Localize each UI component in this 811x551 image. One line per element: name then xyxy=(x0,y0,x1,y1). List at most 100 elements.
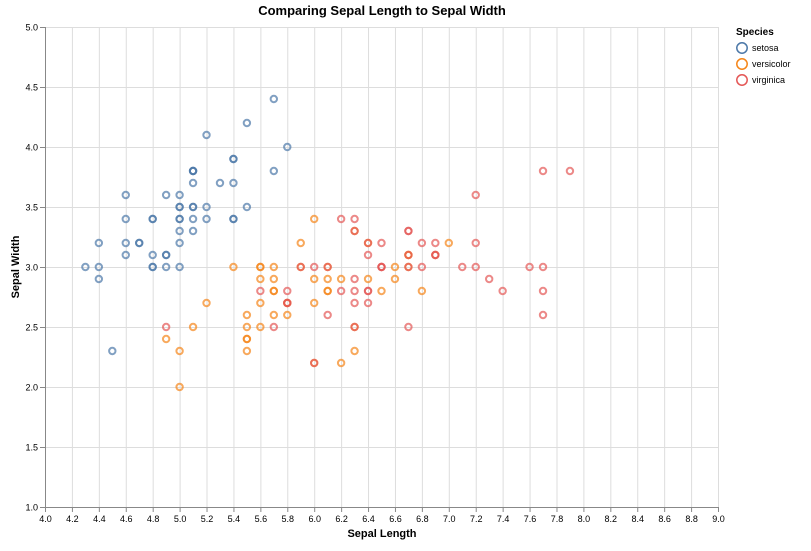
data-point-setosa xyxy=(175,238,184,248)
data-point-setosa xyxy=(188,226,198,236)
data-point-versicolor xyxy=(175,382,184,392)
data-point-versicolor xyxy=(242,310,252,320)
data-point-virginica xyxy=(283,286,292,296)
data-point-setosa xyxy=(242,202,252,212)
data-point-virginica xyxy=(161,322,171,332)
data-point-versicolor xyxy=(310,298,319,308)
x-tick-label: 4.2 xyxy=(66,514,79,524)
x-tick-label: 6.6 xyxy=(389,514,402,524)
data-point-versicolor xyxy=(256,298,265,308)
data-point-setosa xyxy=(121,190,130,200)
data-point-versicolor xyxy=(161,334,171,344)
legend-items[interactable]: setosa versicolor virginica xyxy=(736,42,791,86)
legend-label: setosa xyxy=(752,43,779,53)
x-tick-label: 5.4 xyxy=(228,514,241,524)
y-axis-ticks: 1.0 1.5 2.0 2.5 3.0 3.5 4.0 4.5 5.0 xyxy=(25,23,45,513)
x-tick-label: 6.4 xyxy=(362,514,375,524)
data-point-virginica xyxy=(471,262,480,272)
data-point-setosa xyxy=(161,262,171,272)
x-tick-label: 8.4 xyxy=(631,514,644,524)
data-point-setosa xyxy=(175,190,184,200)
y-tick-label: 2.0 xyxy=(25,383,38,393)
data-point-virginica xyxy=(404,250,413,260)
data-point-versicolor xyxy=(269,310,279,320)
data-point-setosa xyxy=(269,94,279,104)
data-point-virginica xyxy=(350,286,359,296)
data-point-virginica xyxy=(417,238,427,248)
data-point-virginica xyxy=(377,238,386,248)
data-point-versicolor xyxy=(390,262,400,272)
data-point-virginica xyxy=(350,226,359,236)
data-point-versicolor xyxy=(269,262,279,272)
data-point-versicolor xyxy=(269,274,279,284)
data-point-setosa xyxy=(121,250,130,260)
series-virginica xyxy=(161,166,575,368)
x-tick-label: 8.2 xyxy=(605,514,618,524)
x-tick-label: 9.0 xyxy=(712,514,725,524)
x-tick-label: 4.0 xyxy=(39,514,52,524)
data-point-setosa xyxy=(121,214,130,224)
data-point-virginica xyxy=(498,286,507,296)
x-tick-label: 5.8 xyxy=(282,514,295,524)
data-point-setosa xyxy=(135,238,144,248)
legend-symbol xyxy=(736,42,748,54)
x-tick-label: 6.8 xyxy=(416,514,429,524)
data-point-virginica xyxy=(538,286,548,296)
data-point-versicolor xyxy=(296,238,305,248)
legend-item-setosa[interactable]: setosa xyxy=(736,42,779,54)
data-point-versicolor xyxy=(363,274,373,284)
data-point-versicolor xyxy=(444,238,453,248)
data-point-versicolor xyxy=(336,358,346,368)
data-point-setosa xyxy=(148,262,157,272)
legend-item-versicolor[interactable]: versicolor xyxy=(736,58,791,70)
data-point-versicolor xyxy=(336,274,346,284)
data-point-setosa xyxy=(188,214,198,224)
data-point-setosa xyxy=(161,190,171,200)
data-point-virginica xyxy=(269,322,279,332)
legend-symbol xyxy=(736,74,748,86)
data-point-versicolor xyxy=(390,274,400,284)
data-point-versicolor xyxy=(256,322,265,332)
data-point-setosa xyxy=(161,250,171,260)
x-axis-ticks: 4.0 4.2 4.4 4.6 4.8 5.0 5.2 5.4 5.6 5.8 6.0 6.2 6.4 6… xyxy=(39,507,725,524)
data-point-versicolor xyxy=(202,298,211,308)
legend[interactable]: Species setosa versicolor virginica xyxy=(736,27,791,86)
y-tick-label: 5.0 xyxy=(25,23,38,33)
data-point-virginica xyxy=(538,166,548,176)
data-point-virginica xyxy=(538,310,548,320)
series-versicolor xyxy=(161,214,453,392)
y-tick-label: 4.5 xyxy=(25,83,38,93)
data-point-virginica xyxy=(377,262,386,272)
x-tick-label: 4.8 xyxy=(147,514,160,524)
y-tick-label: 3.5 xyxy=(25,203,38,213)
data-point-virginica xyxy=(404,262,413,272)
x-tick-label: 7.6 xyxy=(524,514,537,524)
data-point-virginica xyxy=(565,166,575,176)
data-point-versicolor xyxy=(242,334,252,344)
data-point-setosa xyxy=(188,202,198,212)
data-point-virginica xyxy=(471,190,480,200)
data-point-virginica xyxy=(431,250,440,260)
data-point-virginica xyxy=(350,214,359,224)
legend-label: virginica xyxy=(752,75,785,85)
data-point-virginica xyxy=(323,262,332,272)
data-point-versicolor xyxy=(229,262,238,272)
data-point-setosa xyxy=(188,178,198,188)
data-point-virginica xyxy=(363,238,373,248)
data-point-virginica xyxy=(310,262,319,272)
x-axis-title: Sepal Length xyxy=(347,528,416,540)
x-tick-label: 8.0 xyxy=(578,514,591,524)
data-point-virginica xyxy=(256,286,265,296)
data-point-versicolor xyxy=(242,322,252,332)
legend-item-virginica[interactable]: virginica xyxy=(736,74,785,86)
data-point-setosa xyxy=(108,346,117,356)
data-point-versicolor xyxy=(175,346,184,356)
x-tick-label: 6.0 xyxy=(308,514,321,524)
chart-title: Comparing Sepal Length to Sepal Width xyxy=(258,3,506,18)
data-point-setosa xyxy=(121,238,130,248)
legend-symbol xyxy=(736,58,748,70)
data-point-setosa xyxy=(242,118,252,128)
x-tick-label: 5.2 xyxy=(201,514,214,524)
